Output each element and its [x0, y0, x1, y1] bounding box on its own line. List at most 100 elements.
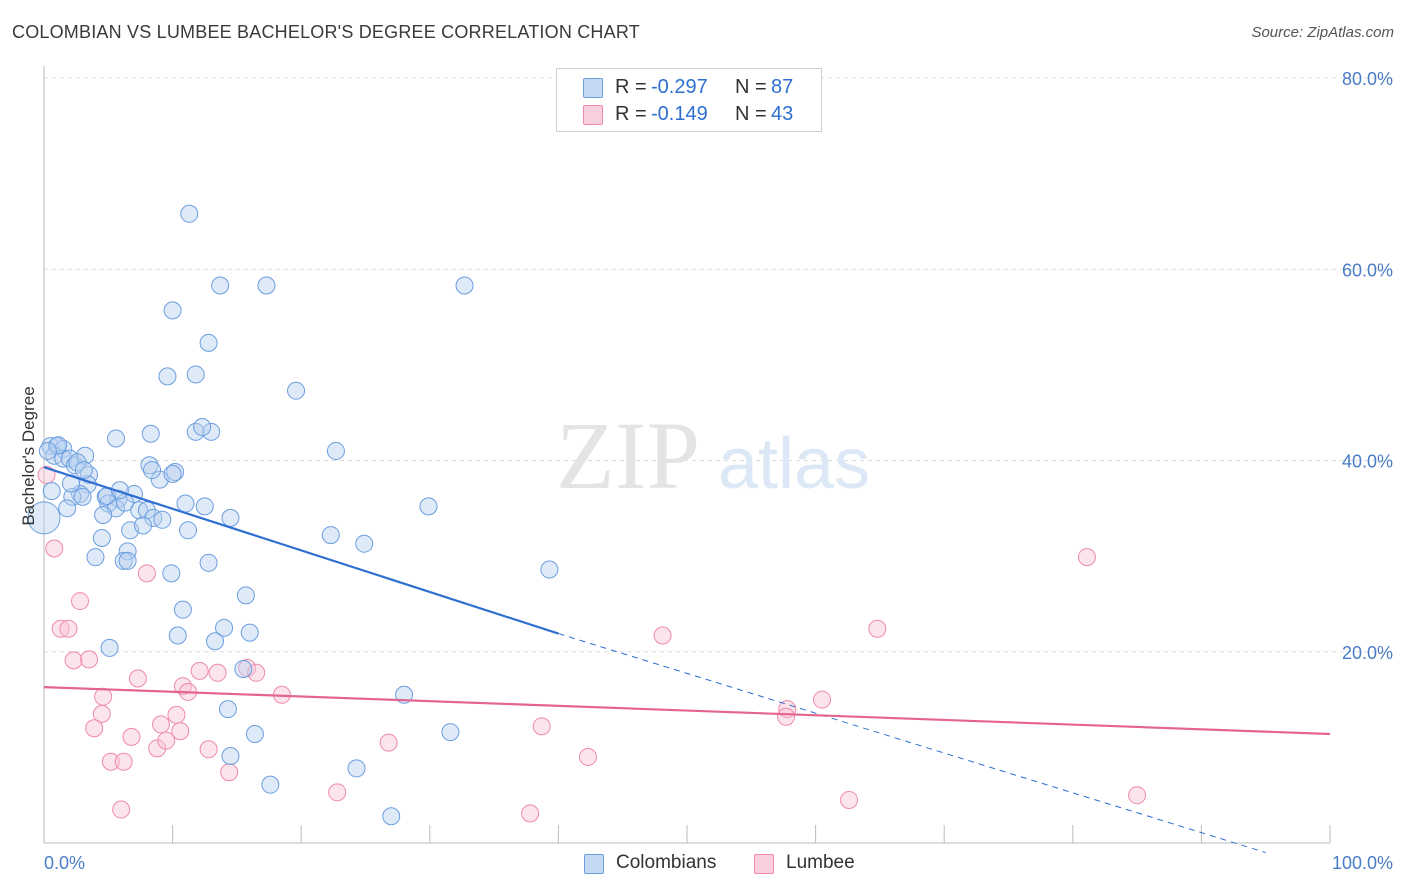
lumbee-point	[532, 717, 551, 736]
colombians-point	[42, 482, 61, 501]
colombians-point	[221, 508, 240, 527]
legend-r-value: -0.297	[651, 76, 708, 98]
colombians-point	[114, 551, 133, 570]
lumbee-point	[328, 783, 347, 802]
lumbee-point	[813, 690, 832, 709]
lumbee-point	[92, 704, 111, 723]
colombians-point	[221, 746, 240, 765]
tick-labels: 20.0% 40.0% 60.0% 80.0% 0.0% 100.0%	[44, 69, 1393, 873]
trend-lines	[43, 466, 1331, 854]
colombians-point	[49, 436, 68, 455]
y-tick-label: 20.0%	[1342, 643, 1393, 663]
colombians-point	[195, 497, 214, 516]
colombians-point	[63, 487, 82, 506]
colombians-point	[355, 534, 374, 553]
colombians-point	[199, 333, 218, 352]
lumbee-point	[379, 733, 398, 752]
colombians-point	[540, 560, 559, 579]
colombians-point	[173, 600, 192, 619]
lumbee-point	[190, 661, 209, 680]
colombians-point	[163, 464, 182, 483]
colombians-point	[100, 638, 119, 657]
colombians-point	[107, 429, 126, 448]
legend-r-label: R =	[615, 76, 647, 98]
lumbee-point	[101, 752, 120, 771]
axes	[43, 66, 1331, 844]
legend-stats: R = -0.297 N = 87 R = -0.149 N = 43	[556, 68, 822, 132]
colombians-point	[27, 501, 61, 535]
colombians-point	[58, 499, 77, 518]
legend-n-value: 43	[771, 103, 794, 125]
colombians-point	[261, 775, 280, 794]
lumbee-point	[71, 592, 90, 611]
colombians-point	[441, 723, 460, 742]
lumbee-point	[152, 715, 171, 734]
grid-lines	[44, 77, 1392, 653]
colombians-point	[234, 659, 253, 678]
lumbee-point	[94, 687, 113, 706]
trend-colombians-dashed	[558, 633, 1266, 854]
x-tick-label: 0.0%	[44, 853, 85, 873]
legend-row-lumbee: R = -0.149 N = 43	[557, 100, 821, 128]
lumbee-point	[157, 731, 176, 750]
colombians-point	[110, 481, 129, 500]
colombians-point	[206, 632, 225, 651]
colombians-point	[94, 506, 113, 525]
lumbee-point	[51, 619, 70, 638]
colombians-point	[166, 462, 185, 481]
lumbee-point	[777, 707, 796, 726]
lumbee-point	[137, 564, 156, 583]
legend-swatch-lumbee	[583, 105, 603, 125]
colombians-point	[134, 516, 153, 535]
lumbee-point	[1128, 786, 1147, 805]
source-label: Source: ZipAtlas.com	[1251, 24, 1394, 41]
lumbee-point	[122, 727, 141, 746]
colombians-point	[176, 494, 195, 513]
colombians-point	[382, 807, 401, 826]
colombians-point	[86, 548, 105, 567]
y-tick-label: 40.0%	[1342, 452, 1393, 472]
watermark-zip: ZIP	[556, 402, 700, 509]
colombians-point	[76, 446, 95, 465]
lumbee-point	[167, 705, 186, 724]
lumbee-point	[128, 669, 147, 688]
colombians-point	[211, 276, 230, 295]
colombians-point	[347, 759, 366, 778]
colombians-point	[218, 700, 237, 719]
lumbee-point	[80, 650, 99, 669]
watermark-atlas: atlas	[718, 424, 870, 504]
lumbee-point	[208, 663, 227, 682]
watermark: ZIP atlas	[556, 402, 870, 509]
colombians-point	[73, 487, 92, 506]
colombians-point	[153, 510, 172, 529]
trend-colombians-solid	[43, 466, 559, 635]
colombians-point	[158, 367, 177, 386]
legend-n-label: N =	[735, 76, 767, 98]
trend-lumbee	[43, 686, 1331, 736]
x-tick-label: 100.0%	[1332, 853, 1393, 873]
legend-swatch-colombians	[584, 854, 604, 874]
colombians-point	[186, 365, 205, 384]
y-axis-title: Bachelor's Degree	[19, 386, 38, 525]
colombians-point	[215, 618, 234, 637]
y-tick-label: 60.0%	[1342, 260, 1393, 280]
colombians-point	[144, 508, 163, 527]
lumbee-point	[85, 719, 104, 738]
colombians-point	[180, 204, 199, 223]
colombians-point	[179, 521, 198, 540]
lumbee-point	[59, 619, 78, 638]
colombians-point	[38, 441, 57, 460]
colombians-point	[326, 441, 345, 460]
lumbee-point	[653, 626, 672, 645]
legend-swatch-lumbee	[754, 854, 774, 874]
colombians-point	[419, 497, 438, 516]
lumbee-point	[171, 722, 190, 741]
colombians-point	[140, 456, 159, 475]
legend-r-value: -0.149	[651, 103, 708, 125]
colombians-point	[163, 301, 182, 320]
colombians-point	[68, 453, 87, 472]
legend-r-label: R =	[615, 103, 647, 125]
legend-label-colombians: Colombians	[616, 852, 717, 873]
colombians-point	[118, 551, 137, 570]
colombians-point	[199, 553, 218, 572]
